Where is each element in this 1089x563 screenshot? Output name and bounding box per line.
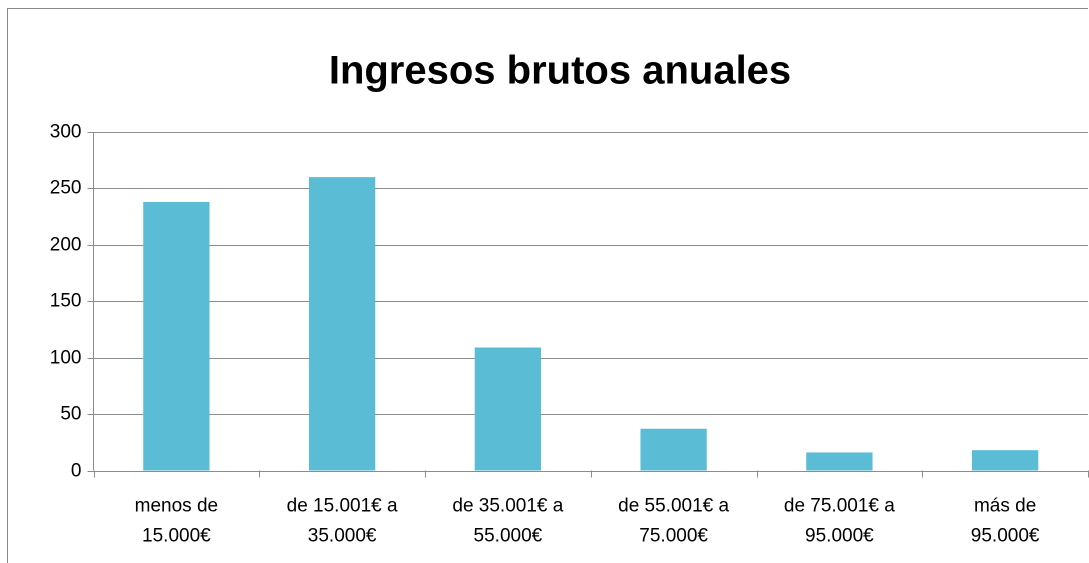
x-tick-label: de 75.001€ a [784,496,895,517]
y-tick-label: 250 [50,178,82,199]
chart-title: Ingresos brutos anuales [329,49,791,93]
x-tick-label: más de [974,496,1036,517]
x-tick-label: 95.000€ [971,526,1040,547]
chart-frame [7,8,1088,563]
bar [971,450,1039,471]
x-tick-label: 35.000€ [308,526,377,547]
bar [143,201,210,471]
x-tick-label: 75.000€ [639,526,708,547]
y-tick-label: 0 [71,461,82,482]
x-tick-label: de 15.001€ a [287,496,398,517]
y-tick-label: 50 [60,404,81,425]
x-tick-label: 15.000€ [142,526,211,547]
bar [308,177,376,471]
y-tick-label: 200 [50,235,82,256]
bar [640,428,707,471]
bar [474,347,542,471]
bar [806,452,873,471]
x-tick-label: de 55.001€ a [618,496,729,517]
x-tick-label: menos de [135,496,218,517]
y-tick-label: 150 [50,291,82,312]
x-tick-label: 95.000€ [805,526,874,547]
y-tick-label: 100 [50,348,82,369]
x-tick-label: de 35.001€ a [452,496,563,517]
x-tick-label: 55.000€ [474,526,543,547]
y-tick-label: 300 [50,122,82,143]
